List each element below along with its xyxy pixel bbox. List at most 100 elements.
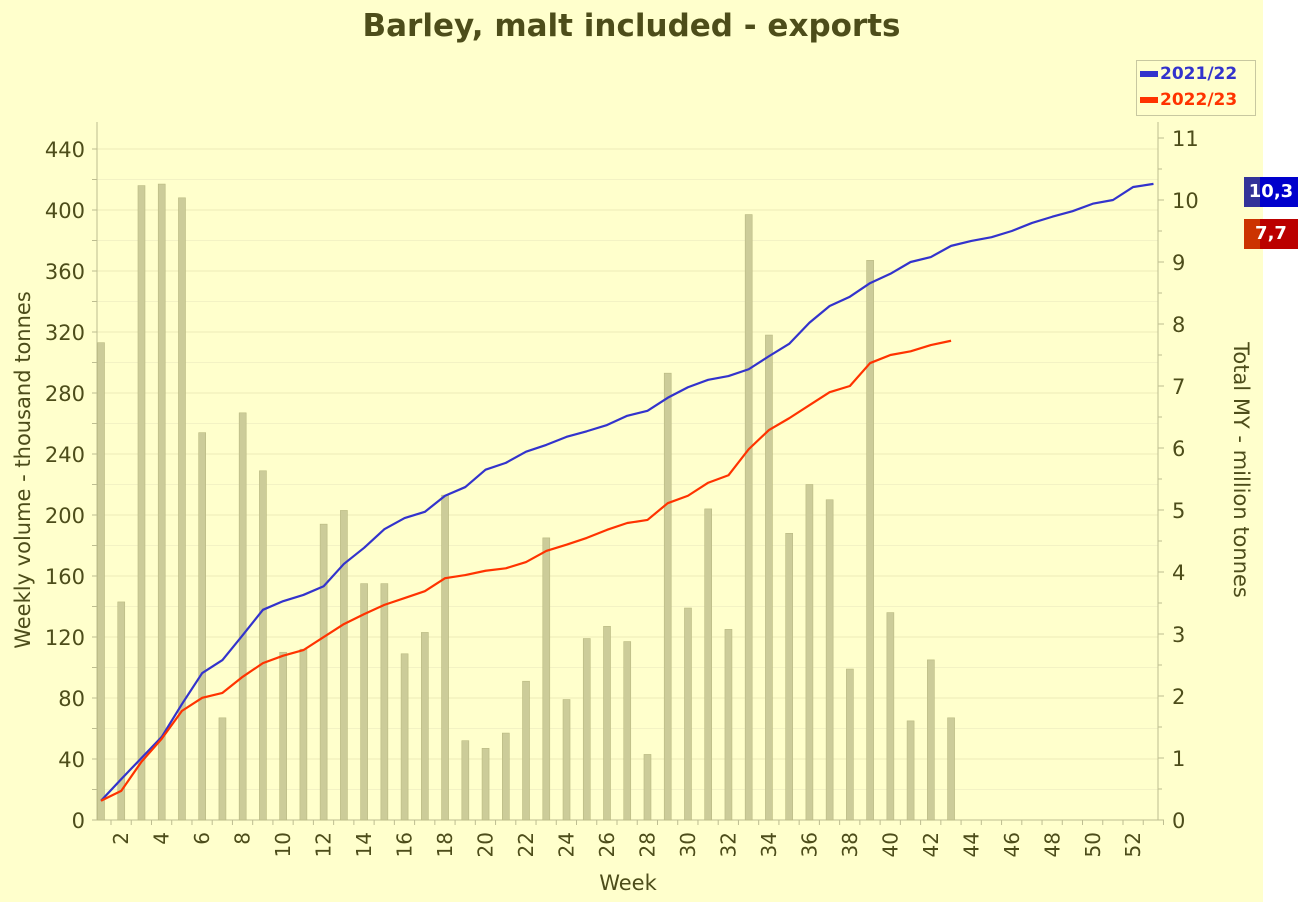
- x-tick-label: 14: [352, 832, 376, 857]
- bar-week-1: [97, 342, 105, 821]
- y2-tick-label: 6: [1172, 437, 1185, 461]
- bar-week-40: [886, 612, 895, 821]
- bar-week-29: [663, 372, 672, 821]
- bar-week-41: [906, 720, 915, 821]
- bar-week-3: [137, 185, 146, 821]
- x-tick-label: 26: [595, 832, 619, 857]
- line-series-2021-22: [100, 182, 1154, 802]
- end-label-2021-22: 10,3: [1244, 177, 1298, 207]
- bar-week-35: [785, 532, 793, 821]
- y-tick-label: 120: [45, 626, 85, 650]
- y2-tick-label: 1: [1172, 747, 1185, 771]
- bar-week-27: [623, 641, 632, 821]
- x-tick-label: 30: [676, 832, 700, 857]
- bar-week-22: [522, 680, 530, 821]
- y2-tick-label: 4: [1172, 561, 1185, 585]
- legend-item-2022-23: 2022/23: [1137, 87, 1255, 113]
- bar-week-42: [927, 659, 935, 821]
- bar-week-26: [603, 626, 611, 821]
- bar-week-23: [542, 537, 551, 821]
- bar-week-11: [299, 648, 308, 821]
- x-tick-label: 6: [190, 832, 214, 845]
- bar-week-13: [340, 510, 348, 821]
- x-tick-label: 20: [474, 832, 498, 857]
- y2-tick-label: 3: [1172, 623, 1185, 647]
- legend-item-2021-22: 2021/22: [1137, 61, 1255, 87]
- bar-week-9: [259, 470, 267, 821]
- bar-week-4: [157, 183, 166, 821]
- x-tick-label: 44: [959, 832, 983, 857]
- legend-swatch: [1140, 71, 1158, 77]
- x-tick-label: 36: [797, 832, 821, 857]
- legend-swatch: [1140, 97, 1158, 103]
- y2-tick-label: 8: [1172, 313, 1185, 337]
- y-tick-label: 40: [58, 748, 85, 772]
- bar-week-39: [866, 260, 874, 821]
- y-tick-label: 200: [45, 504, 85, 528]
- x-tick-label: 18: [433, 832, 457, 857]
- x-tick-label: 46: [1000, 832, 1024, 857]
- x-tick-label: 28: [635, 832, 659, 857]
- y2-tick-label: 2: [1172, 685, 1185, 709]
- y-tick-label: 160: [45, 565, 85, 589]
- y-tick-label: 320: [45, 321, 85, 345]
- x-tick-label: 4: [150, 832, 174, 845]
- x-tick-label: 34: [757, 832, 781, 857]
- x-tick-label: 2: [109, 832, 133, 845]
- legend-label: 2021/22: [1160, 64, 1238, 84]
- y-tick-label: 0: [72, 809, 85, 833]
- x-tick-label: 38: [838, 832, 862, 857]
- legend-label: 2022/23: [1160, 90, 1238, 110]
- y2-tick-label: 0: [1172, 809, 1185, 833]
- x-tick-label: 40: [878, 832, 902, 857]
- bar-week-6: [198, 432, 206, 821]
- x-tick-label: 32: [716, 832, 740, 857]
- y2-tick-label: 9: [1172, 251, 1185, 275]
- bar-week-20: [481, 748, 490, 821]
- bar-week-36: [805, 484, 814, 821]
- y-tick-label: 80: [58, 687, 85, 711]
- bar-week-10: [279, 651, 287, 821]
- bar-week-28: [643, 754, 652, 821]
- x-axis-label: Week: [599, 871, 657, 895]
- bar-week-25: [582, 638, 591, 821]
- y2-tick-label: 5: [1172, 499, 1185, 523]
- bar-week-21: [501, 732, 510, 821]
- bar-week-12: [319, 523, 328, 821]
- bar-week-17: [421, 632, 429, 821]
- y-tick-label: 280: [45, 382, 85, 406]
- bar-week-5: [178, 197, 186, 821]
- bar-week-14: [360, 583, 368, 821]
- bar-week-32: [724, 629, 733, 821]
- bar-week-37: [825, 499, 834, 821]
- y-tick-label: 360: [45, 260, 85, 284]
- bar-week-30: [684, 607, 692, 821]
- end-label-2022-23: 7,7: [1244, 219, 1298, 249]
- y-tick-label: 240: [45, 443, 85, 467]
- legend: 2021/22 2022/23: [1136, 60, 1256, 116]
- bar-week-18: [441, 494, 449, 821]
- x-tick-label: 48: [1040, 832, 1064, 857]
- x-tick-label: 42: [919, 832, 943, 857]
- bar-week-34: [765, 334, 773, 821]
- x-tick-label: 8: [231, 832, 255, 845]
- x-tick-label: 10: [271, 832, 295, 857]
- line-series-2022-23: [100, 339, 952, 802]
- x-tick-label: 22: [514, 832, 538, 857]
- y2-tick-label: 7: [1172, 375, 1185, 399]
- y2-tick-label: 10: [1172, 189, 1199, 213]
- x-tick-label: 12: [312, 832, 336, 857]
- y-axis-label: Weekly volume - thousand tonnes: [11, 291, 35, 649]
- y-tick-label: 400: [45, 199, 85, 223]
- x-tick-label: 24: [555, 832, 579, 857]
- bar-week-38: [846, 668, 854, 821]
- bar-week-19: [461, 740, 470, 821]
- bar-week-16: [400, 653, 409, 821]
- bar-week-43: [947, 717, 955, 821]
- y-tick-label: 440: [45, 138, 85, 162]
- bar-week-7: [218, 717, 227, 821]
- y2-tick-label: 11: [1172, 127, 1199, 151]
- bar-week-33: [744, 214, 753, 821]
- bar-week-8: [238, 412, 247, 821]
